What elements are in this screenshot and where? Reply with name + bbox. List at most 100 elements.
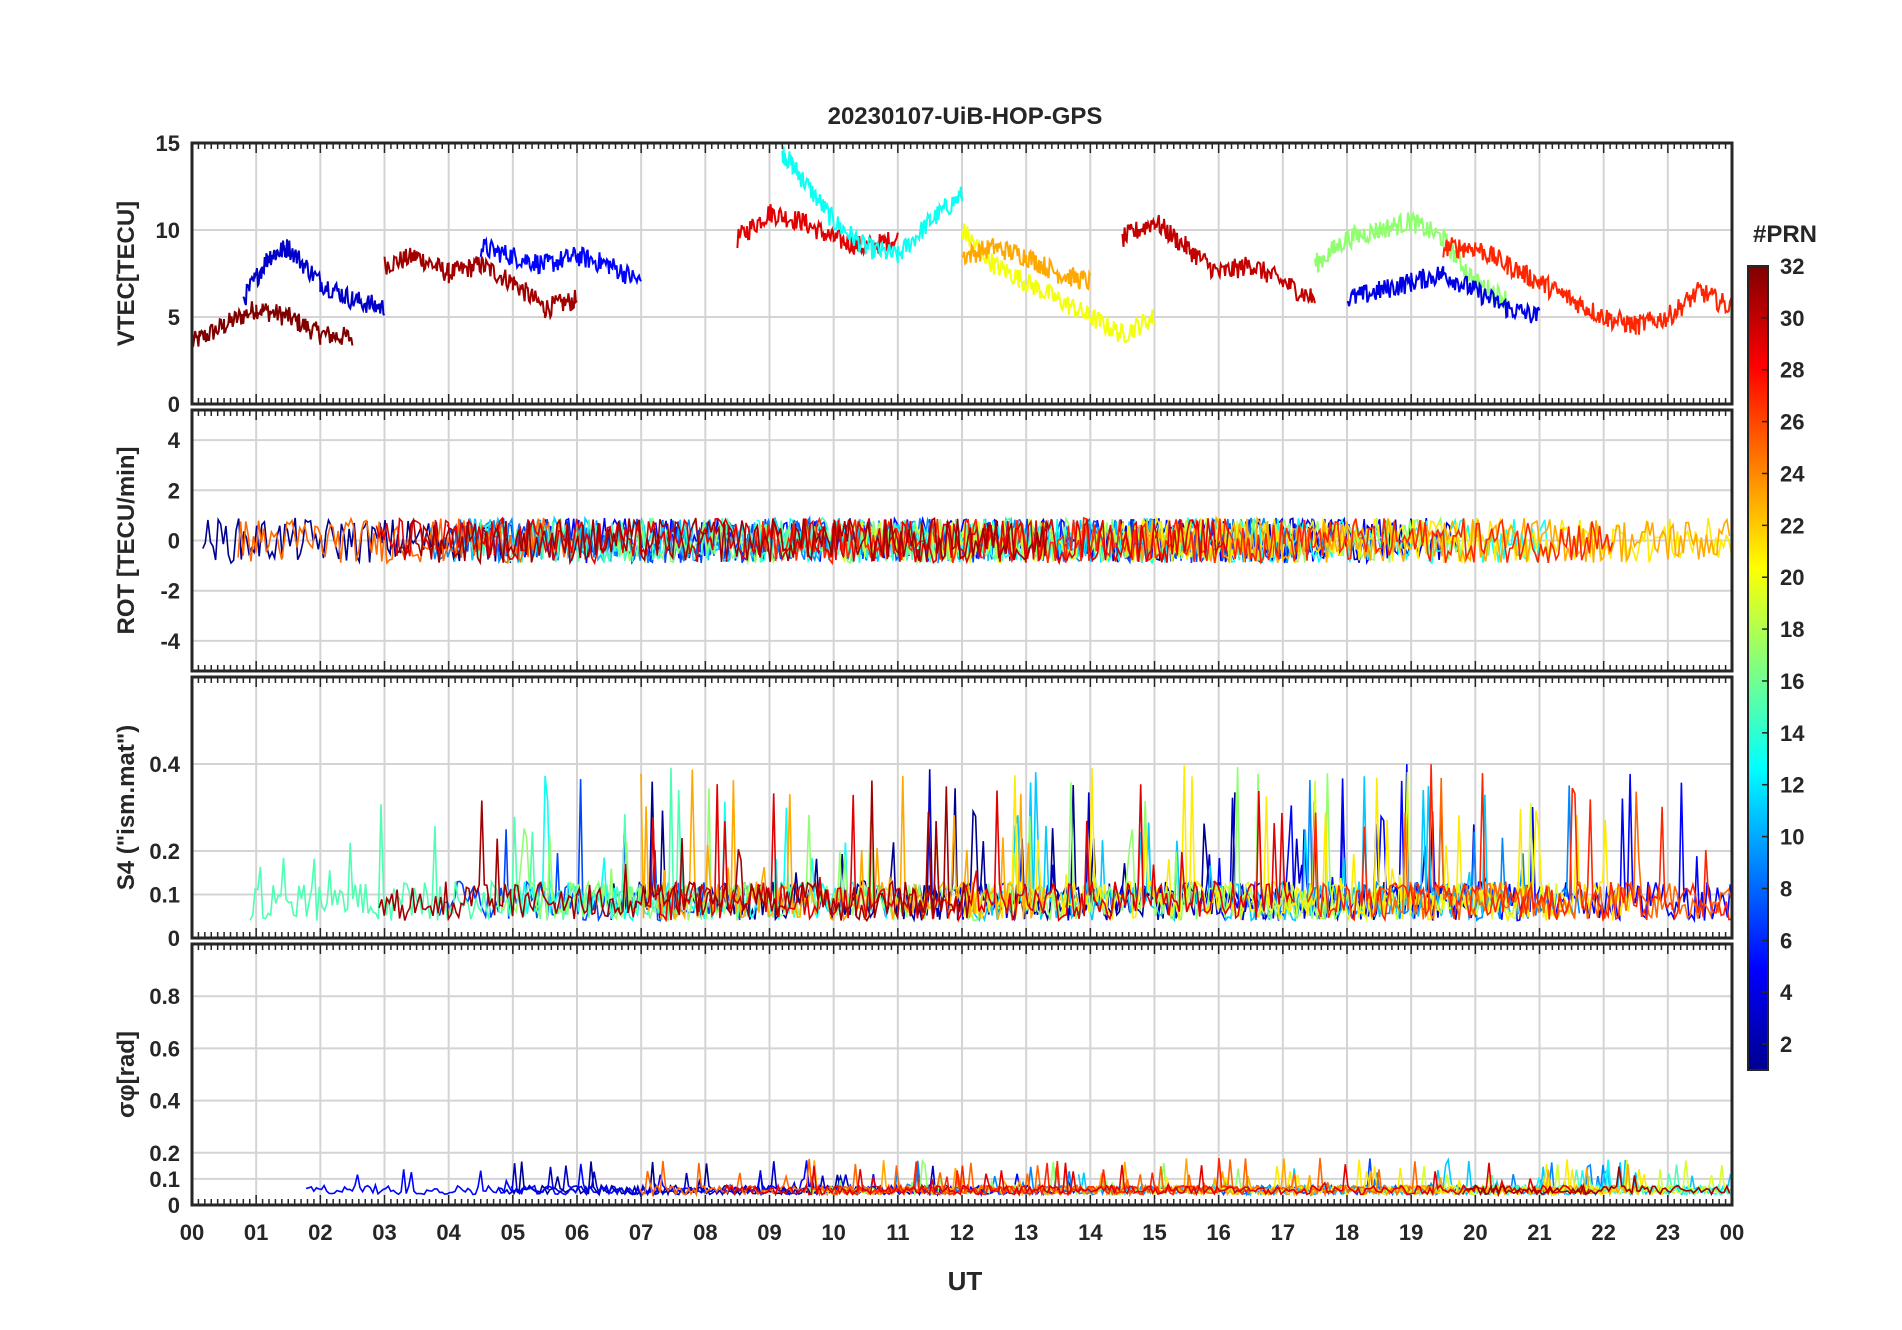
colorbar-tick-label: 14 [1780, 721, 1805, 746]
x-tick-label: 18 [1335, 1220, 1359, 1245]
figure-title: 20230107-UiB-HOP-GPS [828, 103, 1103, 130]
y-tick-label: -2 [160, 579, 180, 604]
y-tick-label: 0.4 [149, 1089, 180, 1114]
colorbar-tick-label: 4 [1780, 980, 1793, 1005]
y-tick-label: 0.8 [149, 984, 180, 1009]
series-line-prn-27 [754, 516, 1614, 566]
series-line-prn-15 [469, 516, 1014, 565]
y-tick-label: 15 [156, 131, 180, 156]
colorbar-tick-label: 18 [1780, 617, 1804, 642]
x-tick-label: 14 [1078, 1220, 1103, 1245]
y-tick-label: 0.1 [149, 1167, 180, 1192]
series-line-prn-27 [833, 1158, 1251, 1197]
x-tick-label: 09 [757, 1220, 781, 1245]
colorbar-tick-label: 22 [1780, 513, 1804, 538]
y-axis-label: ROT [TECU/min] [113, 447, 140, 635]
panel-s4: 0 0.1 0.2 0.4 S4 ("ism.mat") [113, 675, 1734, 951]
x-tick-label: 19 [1399, 1220, 1423, 1245]
x-tick-label: 11 [886, 1220, 909, 1245]
x-tick-label: 15 [1142, 1220, 1166, 1245]
x-axis-label: UT [948, 1266, 983, 1296]
series-line-prn-30 [1121, 214, 1316, 305]
y-tick-label: 0 [168, 392, 180, 417]
y-tick-label: -4 [160, 629, 180, 654]
x-tick-label: 13 [1014, 1220, 1038, 1245]
x-tick-labels: 00 01 02 03 04 05 06 07 08 09 10 11 12 13 14 15 16 17 18 19… [180, 1220, 1744, 1245]
colorbar-tick-label: 2 [1780, 1032, 1792, 1057]
traces-rot [202, 515, 1732, 566]
y-tick-label: 0 [168, 926, 180, 951]
traces-vtec [192, 146, 1732, 347]
series-line-prn-31 [383, 247, 578, 321]
x-tick-label: 05 [501, 1220, 525, 1245]
y-axis-label: S4 ("ism.mat") [113, 725, 140, 890]
series-line-prn-23 [810, 1158, 1647, 1198]
series-line-prn-23 [961, 238, 1092, 291]
colorbar-gradient [1747, 265, 1769, 1071]
series-line-prn-17 [495, 767, 1357, 922]
x-tick-label: 22 [1591, 1220, 1615, 1245]
series-line-prn-17 [1313, 210, 1509, 309]
series-line-prn-13 [781, 146, 963, 264]
panel-vtec: 0 5 10 15 VTEC[TECU] [113, 131, 1734, 417]
y-tick-label: 10 [156, 218, 180, 243]
y-axis-label: σφ[rad] [113, 1031, 140, 1118]
series-line-prn-3 [242, 239, 386, 316]
y-tick-label: 0.6 [149, 1036, 180, 1061]
y-axis-label: VTEC[TECU] [113, 201, 140, 346]
y-tick-label: 5 [168, 305, 180, 330]
series-line-prn-32 [192, 301, 354, 347]
colorbar-tick-label: 12 [1780, 773, 1804, 798]
x-tick-label: 10 [821, 1220, 845, 1245]
series-line-prn-20 [961, 223, 1156, 343]
x-tick-label: 21 [1527, 1220, 1551, 1245]
x-tick-label: 12 [950, 1220, 974, 1245]
colorbar-tick-label: 6 [1780, 928, 1792, 953]
x-tick-label: 01 [244, 1220, 268, 1245]
series-line-prn-31 [1461, 1166, 1731, 1198]
colorbar-tick-label: 20 [1780, 565, 1804, 590]
colorbar-title: #PRN [1753, 221, 1817, 248]
series-line-prn-27 [1442, 237, 1732, 335]
colorbar-tick-label: 26 [1780, 410, 1804, 435]
colorbar-tick-label: 32 [1780, 254, 1804, 279]
x-tick-label: 17 [1271, 1220, 1295, 1245]
x-tick-label: 03 [372, 1220, 396, 1245]
y-tick-label: 4 [168, 428, 181, 453]
x-tick-label: 20 [1463, 1220, 1487, 1245]
x-tick-label: 00 [1720, 1220, 1744, 1245]
colorbar-tick-label: 16 [1780, 669, 1804, 694]
x-tick-label: 07 [629, 1220, 653, 1245]
x-tick-label: 08 [693, 1220, 717, 1245]
y-tick-label: 0.2 [149, 1141, 180, 1166]
x-tick-label: 02 [308, 1220, 332, 1245]
panel-sigma_phi: 00.10.2 0.4 0.6 0.8 σφ[rad] [113, 942, 1734, 1218]
colorbar-tick-label: 10 [1780, 825, 1804, 850]
series-line-prn-29 [375, 516, 1230, 566]
series-line-prn-29 [723, 1162, 1590, 1197]
series-line-prn-5 [479, 236, 642, 286]
series-line-prn-31 [397, 517, 1049, 566]
series-line-prn-27 [1307, 764, 1732, 923]
y-tick-label: 0 [168, 1193, 180, 1218]
colorbar-tick-label: 30 [1780, 306, 1804, 331]
x-tick-label: 23 [1656, 1220, 1680, 1245]
traces-sigma_phi [305, 1157, 1732, 1198]
colorbar-tick-label: 24 [1780, 461, 1805, 486]
y-tick-label: 0.2 [149, 839, 180, 864]
y-tick-label: 2 [168, 478, 180, 503]
x-tick-label: 04 [436, 1220, 461, 1245]
colorbar-tick-label: 8 [1780, 876, 1792, 901]
colorbar-tick-label: 28 [1780, 358, 1804, 383]
panel-rot: -4 -2 0 2 4 ROT [TECU/min] [113, 408, 1734, 673]
x-tick-label: 00 [180, 1220, 204, 1245]
y-tick-label: 0.1 [149, 883, 180, 908]
series-line-prn-4 [1346, 266, 1541, 324]
x-tick-label: 06 [565, 1220, 589, 1245]
series-line-prn-31 [378, 780, 971, 923]
y-tick-label: 0.4 [149, 752, 180, 777]
x-tick-label: 16 [1206, 1220, 1230, 1245]
y-tick-label: 0 [168, 529, 180, 554]
